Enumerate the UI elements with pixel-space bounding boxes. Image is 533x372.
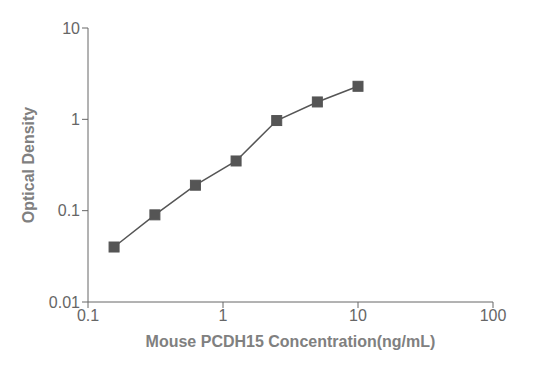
- svg-text:Mouse PCDH15 Concentration(ng/: Mouse PCDH15 Concentration(ng/mL): [146, 333, 436, 350]
- svg-text:0.1: 0.1: [77, 307, 99, 324]
- svg-text:Optical Density: Optical Density: [20, 107, 37, 224]
- svg-text:0.01: 0.01: [49, 294, 80, 311]
- svg-text:0.1: 0.1: [58, 202, 80, 219]
- svg-text:10: 10: [349, 307, 367, 324]
- svg-text:1: 1: [219, 307, 228, 324]
- svg-text:10: 10: [62, 20, 80, 37]
- svg-text:100: 100: [480, 307, 507, 324]
- svg-text:1: 1: [71, 111, 80, 128]
